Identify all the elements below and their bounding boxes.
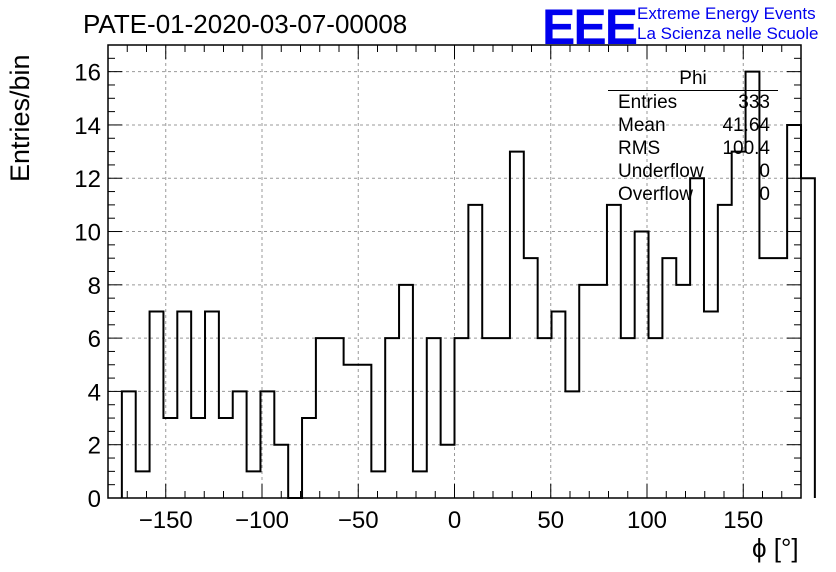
y-tick-label: 0 — [88, 486, 101, 513]
histogram-bin — [219, 418, 233, 498]
histogram-bin — [662, 258, 676, 498]
y-tick-label: 8 — [88, 273, 101, 300]
histogram-bin — [635, 232, 649, 498]
y-axis-label: Entries/bin — [5, 54, 35, 182]
histogram-bin — [468, 205, 482, 498]
histogram-bin — [316, 338, 330, 498]
x-tick-label: −100 — [235, 507, 289, 534]
x-axis-label: ϕ [°] — [752, 533, 799, 563]
stats-name: Phi — [679, 68, 707, 89]
histogram-bin — [274, 445, 288, 498]
stat-label: Overflow — [618, 184, 693, 205]
histogram-bin — [621, 338, 635, 498]
stat-value: 333 — [738, 92, 770, 113]
stat-row-mean: Mean 41.64 — [618, 115, 770, 137]
histogram-bin — [330, 338, 344, 498]
eee-logo-mark: EEE — [542, 0, 638, 55]
stat-label: RMS — [618, 138, 661, 159]
stat-label: Underflow — [618, 161, 704, 182]
histogram-bin — [136, 471, 150, 498]
stat-label: Mean — [618, 115, 666, 136]
x-tick-label: 50 — [537, 507, 564, 534]
histogram-bin — [191, 418, 205, 498]
histogram-bin — [482, 338, 496, 498]
y-tick-label: 12 — [74, 166, 101, 193]
histogram-bin — [441, 445, 455, 498]
x-tick-label: 0 — [448, 507, 461, 534]
histogram-bin — [357, 365, 371, 498]
x-tick-label: −150 — [139, 507, 193, 534]
stat-label: Entries — [618, 92, 678, 113]
stat-value: 0 — [759, 184, 770, 205]
histogram-bin — [718, 205, 732, 498]
histogram-bin — [607, 205, 621, 498]
logo-line-2: La Scienza nelle Scuole — [637, 24, 819, 43]
histogram-bin — [510, 152, 524, 498]
x-tick-label: −50 — [338, 507, 379, 534]
histogram-bin — [247, 471, 261, 498]
y-tick-label: 16 — [74, 60, 101, 87]
histogram-bin — [344, 365, 358, 498]
y-tick-label: 4 — [88, 379, 101, 406]
histogram-line — [120, 70, 816, 499]
histogram-bin — [427, 338, 441, 498]
histogram-bin — [385, 338, 399, 498]
logo-line-1: Extreme Energy Events — [637, 4, 816, 23]
histogram-bin — [759, 258, 773, 498]
x-tick-label: 100 — [627, 507, 667, 534]
histogram-bin — [552, 311, 566, 498]
histogram-bin — [371, 471, 385, 498]
y-tick-label: 6 — [88, 326, 101, 353]
histogram-bin — [177, 311, 191, 498]
histogram-bin — [801, 178, 815, 498]
stat-value: 0 — [759, 161, 770, 182]
stat-value: 41.64 — [722, 115, 770, 136]
histogram-bin — [302, 418, 316, 498]
chart-title: PATE-01-2020-03-07-00008 — [83, 9, 408, 39]
histogram-bin — [496, 338, 510, 498]
histogram-bin — [413, 471, 427, 498]
stat-row-entries: Entries 333 — [618, 92, 770, 114]
histogram-bin — [538, 338, 552, 498]
stats-divider — [608, 90, 778, 91]
stat-value: 100.4 — [722, 138, 770, 159]
histogram-bin — [773, 258, 787, 498]
stat-row-rms: RMS 100.4 — [618, 138, 770, 160]
histogram-bin — [455, 338, 469, 498]
stat-row-overflow: Overflow 0 — [618, 184, 770, 206]
histogram-bin — [205, 311, 219, 498]
y-tick-label: 10 — [74, 220, 101, 247]
histogram-bin — [579, 285, 593, 498]
stat-row-underflow: Underflow 0 — [618, 161, 770, 183]
histogram-bin — [524, 258, 538, 498]
x-tick-label: 150 — [723, 507, 763, 534]
histogram-bin — [704, 311, 718, 498]
histogram-bin — [649, 338, 663, 498]
y-tick-label: 14 — [74, 113, 101, 140]
y-tick-label: 2 — [88, 433, 101, 460]
histogram-bin — [150, 311, 164, 498]
